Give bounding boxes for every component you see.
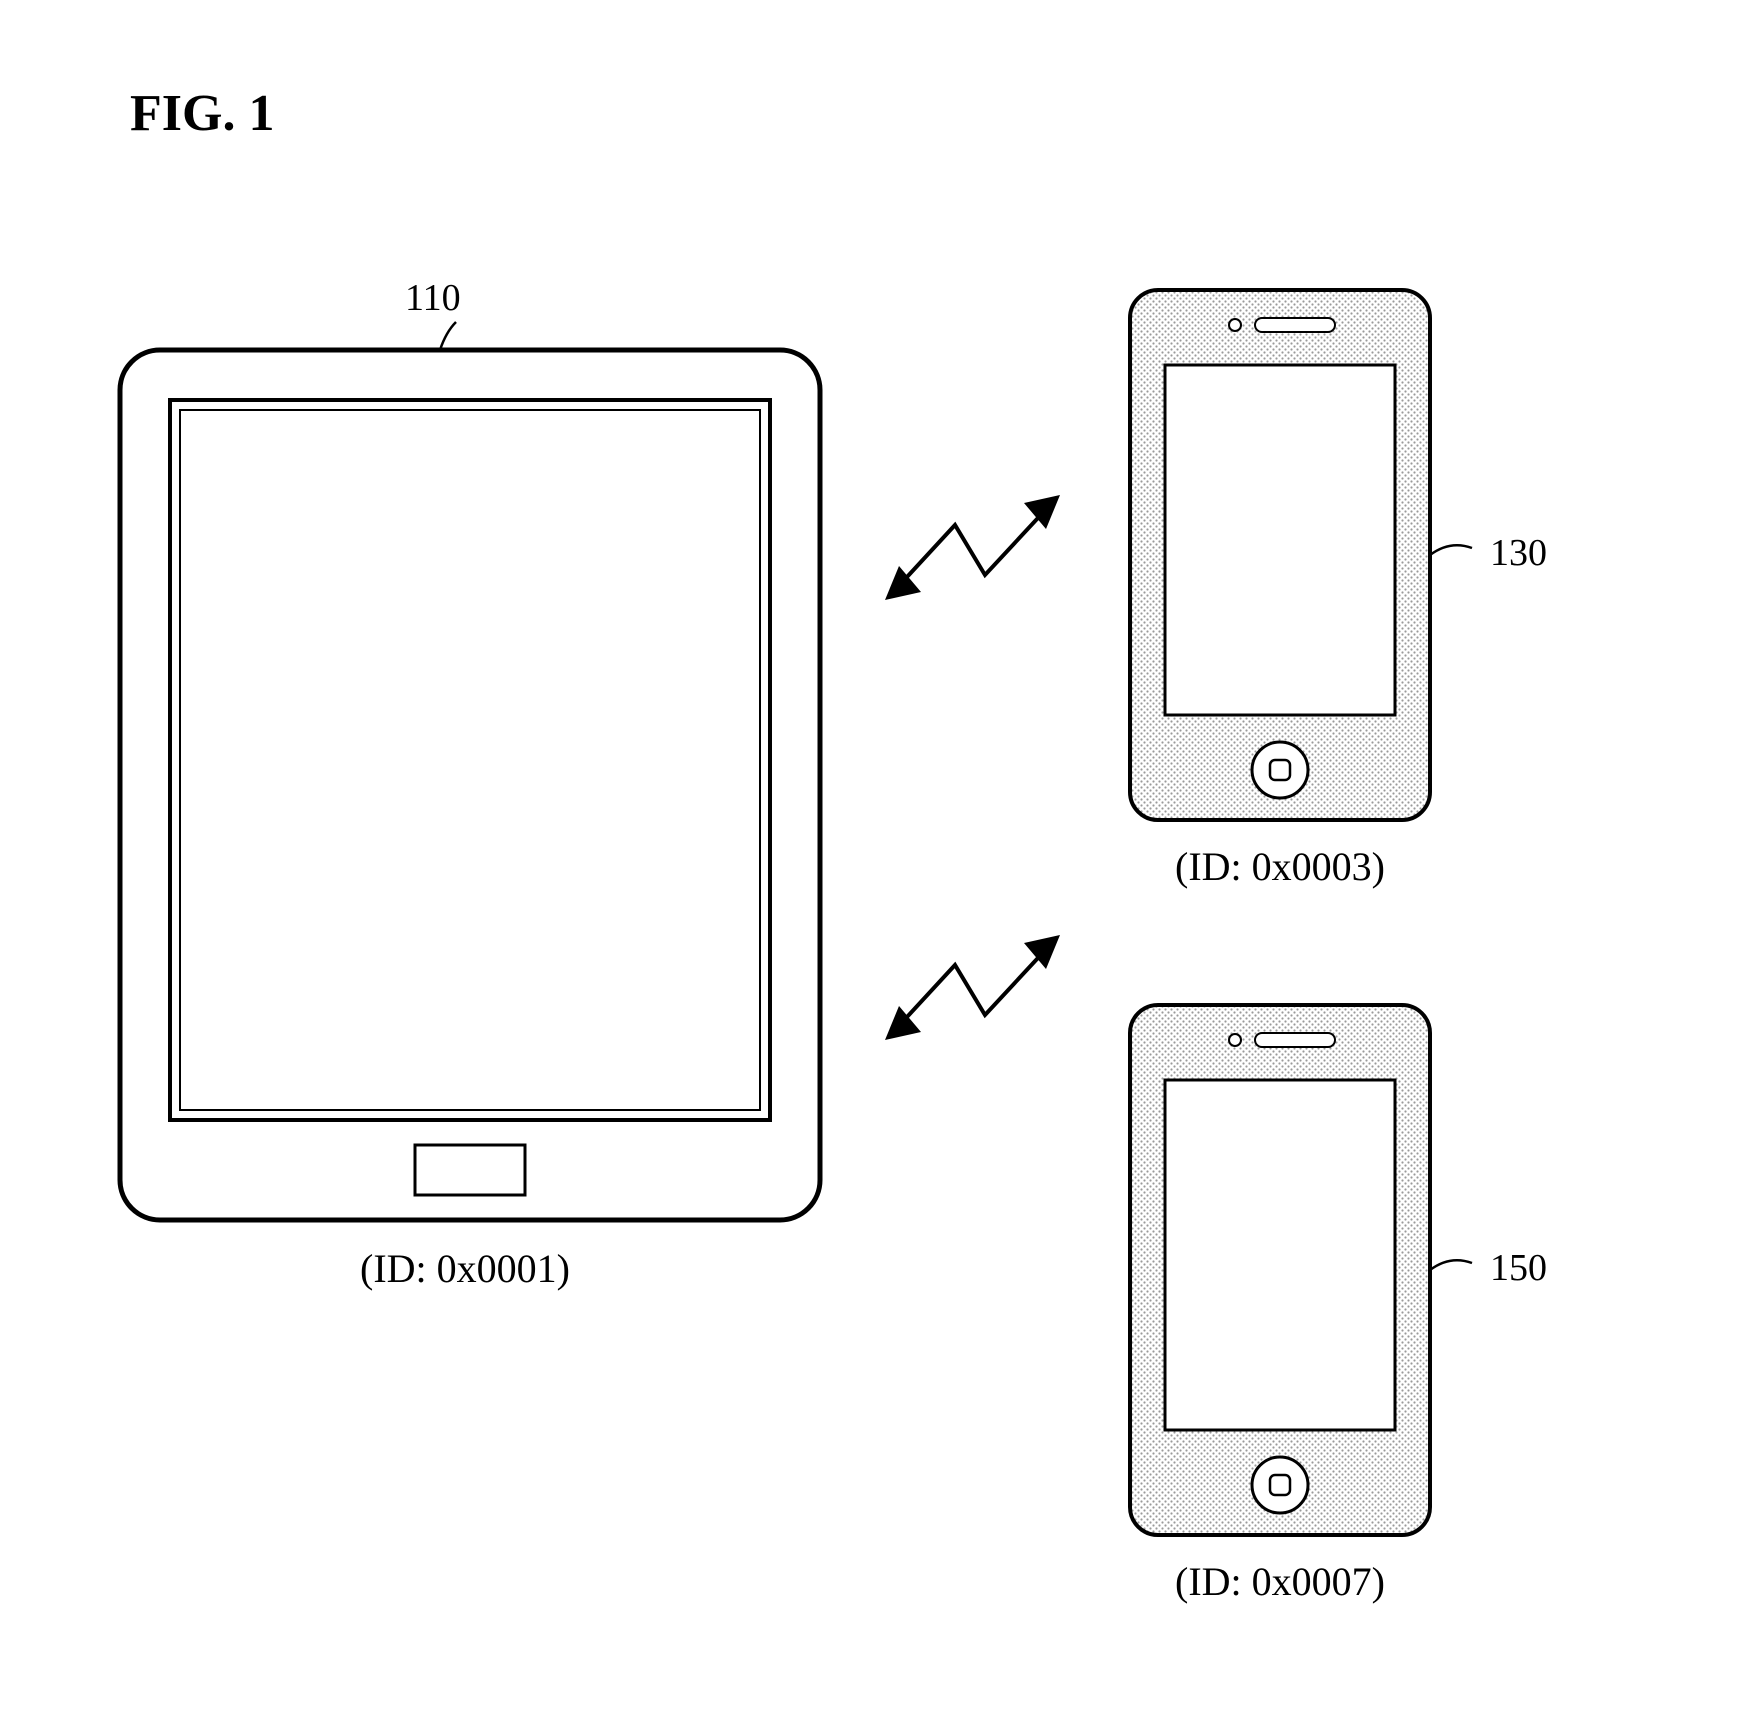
phone-b-ref-number: 150 [1490, 1247, 1547, 1289]
phone-b-id-label: (ID: 0x0007) [1175, 1559, 1385, 1604]
tablet-ref-number: 110 [405, 277, 461, 319]
figure-title: FIG. 1 [130, 85, 274, 142]
phone-device-b: 150 (ID: 0x0007) [1130, 1005, 1547, 1604]
phone-a-screen [1165, 365, 1395, 715]
phone-a-ref-number: 130 [1490, 532, 1547, 574]
phone-a-camera [1229, 319, 1241, 331]
tablet-ref-leader [440, 322, 456, 350]
tablet-screen-inner [180, 410, 760, 1110]
tablet-device: 110 (ID: 0x0001) [120, 277, 820, 1291]
wireless-link-b [885, 935, 1060, 1040]
wireless-link-a [885, 495, 1060, 600]
wireless-link-a-arrow-right [1024, 495, 1060, 529]
phone-a-home-inner [1270, 760, 1290, 780]
phone-a-speaker [1255, 318, 1335, 332]
phone-b-ref-leader [1430, 1260, 1472, 1270]
wireless-link-b-arrow-left [885, 1006, 921, 1040]
phone-b-home-inner [1270, 1475, 1290, 1495]
phone-a-id-label: (ID: 0x0003) [1175, 844, 1385, 889]
wireless-link-a-arrow-left [885, 566, 921, 600]
tablet-id-label: (ID: 0x0001) [360, 1246, 570, 1291]
phone-b-speaker [1255, 1033, 1335, 1047]
wireless-link-a-zigzag [895, 505, 1050, 590]
wireless-link-b-arrow-right [1024, 935, 1060, 969]
phone-a-ref-leader [1430, 545, 1472, 555]
phone-b-screen [1165, 1080, 1395, 1430]
phone-b-camera [1229, 1034, 1241, 1046]
figure-canvas: FIG. 1 110 (ID: 0x0001) 130 (ID: 0x0003)… [0, 0, 1756, 1726]
wireless-link-b-zigzag [895, 945, 1050, 1030]
phone-device-a: 130 (ID: 0x0003) [1130, 290, 1547, 889]
tablet-home-button [415, 1145, 525, 1195]
